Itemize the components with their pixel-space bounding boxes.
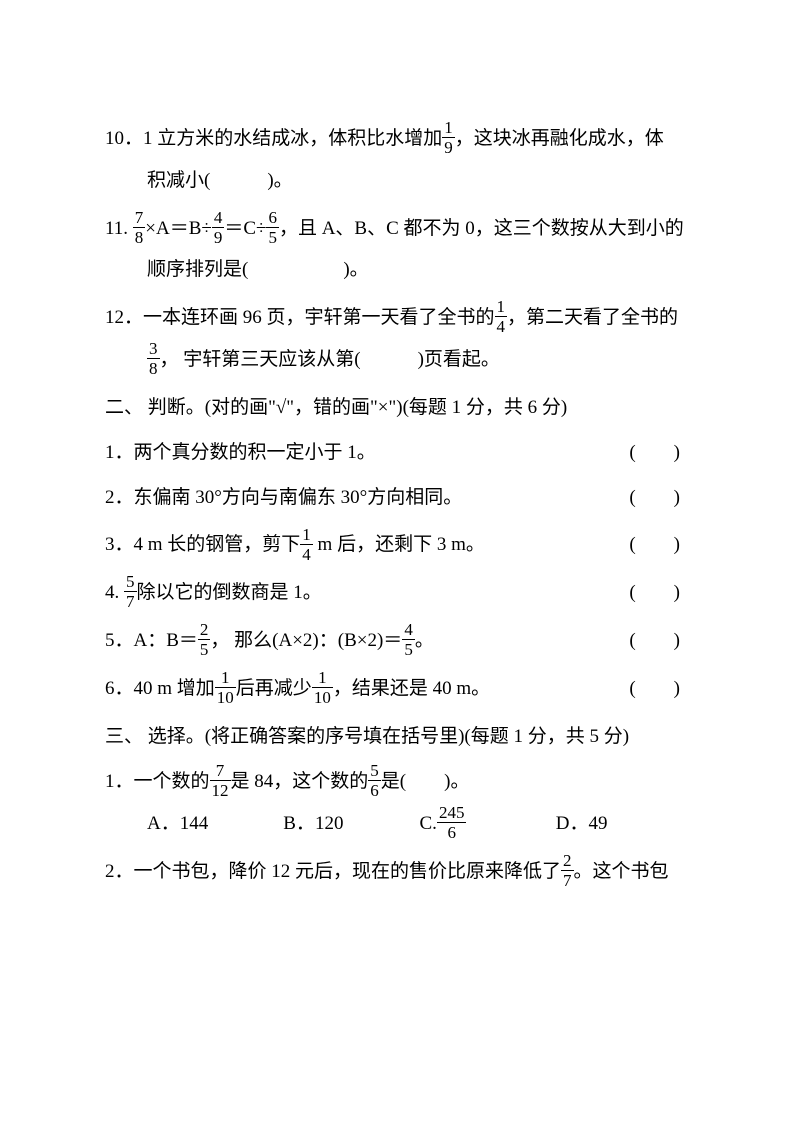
c1-frac1: 712 [210,762,231,799]
judgment-6: 6．40 m 增加110后再减少110，结果还是 40 m。 ( ) [105,668,680,710]
j5-post: 。 [415,630,434,651]
q11-line2: 顺序排列是( )。 [105,249,693,291]
judgment-5: 5．A：B＝25， 那么(A×2)：(B×2)＝45。 ( ) [105,620,680,662]
choice-1: 1．一个数的712是 84，这个数的56是( )。 A．144 B．120 C.… [105,761,693,845]
judgment-2: 2．东偏南 30°方向与南偏东 30°方向相同。 ( ) [105,478,680,518]
j4-frac: 57 [124,573,137,610]
question-10: 10．1 立方米的水结成冰，体积比水增加19，这块冰再融化成水，体 积减小( )… [105,118,693,202]
j6-pre: 40 m 增加 [134,678,215,699]
c1-opt-b: B．120 [283,803,419,845]
q10-text-pre: 1 立方米的水结成冰，体积比水增加 [143,128,442,149]
j3-paren: ( ) [629,524,680,566]
q12-frac1: 14 [495,298,508,335]
c1-optc-frac: 2456 [437,804,467,841]
j6-frac2: 110 [312,669,333,706]
j1-paren: ( ) [629,433,680,473]
j6-frac1: 110 [215,669,236,706]
q10-text-post: ，这块冰再融化成水，体 [455,128,664,149]
j6-mid: 后再减少 [236,678,312,699]
q10-num: 10． [105,128,143,149]
j5-frac1: 25 [198,621,211,658]
j4-num: 4. [105,582,124,603]
j3-num: 3． [105,534,134,555]
j3-frac: 14 [300,526,313,563]
j4-post: 除以它的倒数商是 1。 [137,582,322,603]
j6-post: ，结果还是 40 m。 [333,678,490,699]
c2-frac: 27 [561,852,574,889]
question-12: 12．一本连环画 96 页，宇轩第一天看了全书的14，第二天看了全书的 38， … [105,297,693,381]
j5-pre: A：B＝ [134,630,198,651]
q10-frac: 19 [442,119,455,156]
j6-paren: ( ) [629,668,680,710]
q11-num: 11. [105,218,133,239]
q11-frac2: 49 [212,209,225,246]
j2-paren: ( ) [629,478,680,518]
j1-text: 两个真分数的积一定小于 1。 [134,442,376,463]
j2-text: 东偏南 30°方向与南偏东 30°方向相同。 [134,487,463,508]
c1-pre: 一个数的 [134,771,210,792]
j5-paren: ( ) [629,620,680,662]
judgment-3: 3．4 m 长的钢管，剪下14 m 后，还剩下 3 m。 ( ) [105,524,680,566]
c1-opt-c: C.2456 [420,803,556,845]
q11-frac3: 65 [266,209,279,246]
c2-pre: 一个书包，降价 12 元后，现在的售价比原来降低了 [134,861,562,882]
judgment-1: 1．两个真分数的积一定小于 1。 ( ) [105,433,680,473]
c1-options: A．144 B．120 C.2456 D．49 [105,803,692,845]
q11-seg2: ＝C÷ [224,218,266,239]
q12-line2: 38， 宇轩第三天应该从第( )页看起。 [105,339,693,381]
c1-mid: 是 84，这个数的 [231,771,369,792]
section-2-title: 二、 判断。(对的画"√"，错的画"×")(每题 1 分，共 6 分) [105,387,693,429]
j6-num: 6． [105,678,134,699]
c1-num: 1． [105,771,134,792]
q12-line2-text: ， 宇轩第三天应该从第( )页看起。 [160,349,500,370]
j1-num: 1． [105,442,134,463]
c2-post: 。这个书包 [574,861,669,882]
j3-post: m 后，还剩下 3 m。 [313,534,485,555]
j3-pre: 4 m 长的钢管，剪下 [134,534,301,555]
j4-paren: ( ) [629,572,680,614]
j5-mid: ， 那么(A×2)：(B×2)＝ [210,630,402,651]
j5-num: 5． [105,630,134,651]
c1-opt-d: D．49 [556,803,692,845]
c1-frac2: 56 [368,762,381,799]
c1-post: 是( )。 [381,771,470,792]
section-3-title: 三、 选择。(将正确答案的序号填在括号里)(每题 1 分，共 5 分) [105,716,693,758]
q12-seg2: ，第二天看了全书的 [507,307,678,328]
j5-frac2: 45 [402,621,415,658]
c2-num: 2． [105,861,134,882]
q11-seg1: ×A＝B÷ [145,218,212,239]
page-root: 10．1 立方米的水结成冰，体积比水增加19，这块冰再融化成水，体 积减小( )… [0,0,793,959]
judgment-4: 4. 57除以它的倒数商是 1。 ( ) [105,572,680,614]
j2-num: 2． [105,487,134,508]
q12-frac2: 38 [147,340,160,377]
choice-2: 2．一个书包，降价 12 元后，现在的售价比原来降低了27。这个书包 [105,851,693,893]
c1-opt-a: A．144 [147,803,283,845]
q12-num: 12． [105,307,143,328]
question-11: 11. 78×A＝B÷49＝C÷65，且 A、B、C 都不为 0，这三个数按从大… [105,208,693,292]
q11-frac1: 78 [133,209,146,246]
q12-seg1: 一本连环画 96 页，宇轩第一天看了全书的 [143,307,495,328]
q11-seg3: ，且 A、B、C 都不为 0，这三个数按从大到小的 [279,218,684,239]
q10-line2: 积减小( )。 [105,160,693,202]
